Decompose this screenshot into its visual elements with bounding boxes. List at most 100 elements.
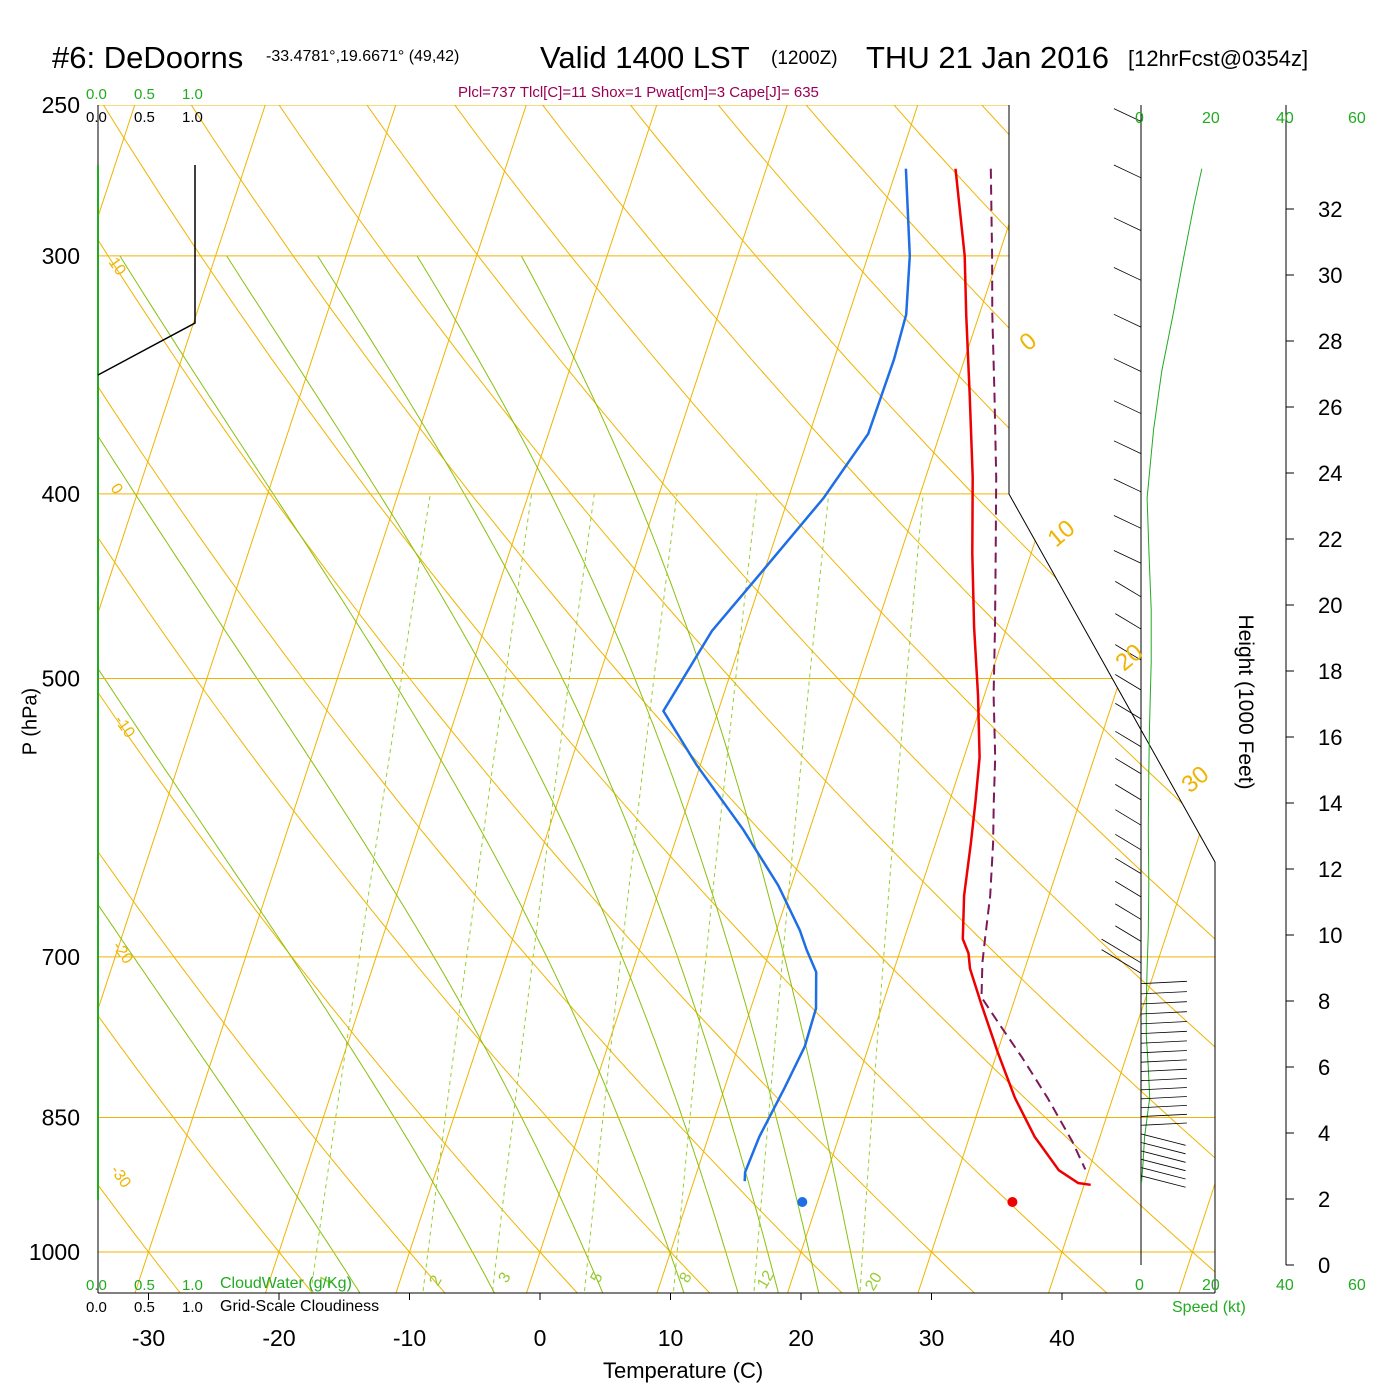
- dry-adiabat-line: [950, 105, 1215, 1293]
- height-tick-label: 12: [1318, 857, 1342, 882]
- dry-adiabat-line: [98, 105, 1016, 1293]
- isotherm-line: [122, 105, 538, 1293]
- wind-barb: [1101, 949, 1142, 974]
- dry-adiabat-line: [98, 105, 881, 1293]
- cloudiness-tick-top: 1.0: [182, 109, 203, 126]
- moist-adiabat-line: [98, 255, 619, 1293]
- isotherm-line: [252, 105, 669, 1293]
- temperature-tick-label: 10: [658, 1325, 684, 1351]
- wind-barb: [1113, 550, 1142, 564]
- wind-barb: [1140, 1105, 1187, 1109]
- temperature-tick-label: 30: [919, 1325, 945, 1351]
- isotherm-line: [383, 105, 799, 1293]
- cloudwater-tick-top: 0.5: [134, 86, 155, 103]
- mixing-ratio-line: [417, 493, 533, 1293]
- mixing-ratio-label: 20: [862, 1270, 886, 1294]
- wind-barb: [1115, 703, 1142, 720]
- speed-tick-top: 0: [1135, 110, 1144, 127]
- cloudwater-tick-top: 1.0: [182, 86, 203, 103]
- dry-adiabat-line: [98, 105, 613, 1293]
- station-coords: -33.4781°,19.6671° (49,42): [266, 48, 460, 65]
- isotherm-line: [1297, 71, 1400, 1331]
- isotherm-line: [905, 105, 1215, 1293]
- speed-tick-bottom: 20: [1202, 1277, 1220, 1294]
- cloudwater-tick-bottom: 1.0: [182, 1277, 203, 1294]
- height-tick-label: 6: [1318, 1055, 1330, 1080]
- height-tick-label: 28: [1318, 329, 1342, 354]
- cloudwater-label: CloudWater (g/Kg): [220, 1275, 352, 1292]
- dry-adiabat-label: 0: [107, 481, 126, 498]
- pressure-tick-label: 850: [42, 1105, 80, 1131]
- moist-adiabat-line: [98, 255, 384, 1293]
- isotherm-line: [1035, 105, 1215, 1293]
- cloudiness-tick-top: 0.0: [86, 109, 107, 126]
- dry-adiabat-line: [429, 105, 1215, 1293]
- mixing-ratio-line: [304, 493, 431, 1293]
- background-lines: [0, 71, 1400, 1331]
- dry-adiabat-line: [342, 105, 1215, 1293]
- wind-barb: [1115, 730, 1142, 748]
- wind-barb: [1113, 267, 1142, 281]
- utc-time: (1200Z): [771, 48, 838, 69]
- height-tick-label: 4: [1318, 1121, 1330, 1146]
- valid-time: Valid 1400 LST: [540, 40, 750, 75]
- frame-right: [1008, 105, 1216, 1293]
- pressure-tick-label: 1000: [29, 1239, 80, 1265]
- dry-adiabat-line: [255, 105, 1215, 1293]
- wind-barb: [1140, 1133, 1186, 1146]
- wind-barb: [1140, 1122, 1187, 1126]
- pressure-tick-label: 400: [42, 481, 80, 507]
- cloudiness-tick-bottom: 0.5: [134, 1299, 155, 1316]
- cloudwater-tick-bottom: 0.5: [134, 1277, 155, 1294]
- dry-adiabat-line: [516, 105, 1215, 1293]
- surface-temperature-point: [1007, 1197, 1018, 1207]
- height-tick-label: 16: [1318, 725, 1342, 750]
- mixing-ratio-line: [857, 493, 924, 1293]
- wind-barb: [1140, 1096, 1187, 1100]
- speed-tick-bottom: 60: [1348, 1277, 1366, 1294]
- wind-barb: [1140, 1142, 1186, 1155]
- dry-adiabat-label: 0: [1015, 327, 1043, 356]
- surface-dewpoint-point: [797, 1197, 808, 1207]
- temperature-line: [954, 168, 1091, 1187]
- wind-barb: [1140, 1050, 1187, 1054]
- isotherm-line: [0, 71, 15, 1331]
- cloudwater-tick-top: 0.0: [86, 86, 107, 103]
- wind-barb: [1113, 515, 1142, 529]
- isotherm-line: [774, 105, 1191, 1293]
- height-tick-label: 14: [1318, 791, 1342, 816]
- moist-adiabat-line: [416, 255, 828, 1293]
- wind-barb: [1140, 1087, 1187, 1091]
- mixing-ratio-label: 5: [588, 1270, 607, 1286]
- wind-barb: [1115, 857, 1142, 874]
- dry-adiabat-line: [98, 105, 1150, 1293]
- temperature-tick-label: 40: [1049, 1325, 1075, 1351]
- side-panels: [97, 105, 1294, 1266]
- wind-barb: [1140, 1068, 1187, 1072]
- height-tick-label: 10: [1318, 923, 1342, 948]
- mixing-ratio-line: [669, 493, 758, 1293]
- wind-barb: [1115, 613, 1142, 630]
- pressure-tick-label: 700: [42, 944, 80, 970]
- temperature-tick-label: -10: [393, 1325, 426, 1351]
- mixing-ratio-line: [579, 493, 678, 1293]
- height-tick-label: 20: [1318, 593, 1342, 618]
- temperature-tick-label: 20: [788, 1325, 814, 1351]
- wind-barb: [1115, 644, 1142, 661]
- isotherm-line: [513, 105, 930, 1293]
- isotherm-line: [98, 105, 408, 1293]
- cloudiness-label: Grid-Scale Cloudiness: [220, 1298, 380, 1315]
- wind-barb: [1113, 313, 1142, 328]
- dry-adiabat-line: [98, 105, 479, 1293]
- wind-barb: [1140, 1175, 1186, 1188]
- cloudiness-tick-top: 0.5: [134, 109, 155, 126]
- cloudiness-profile: [97, 165, 196, 376]
- parcel-path-line: [980, 168, 1087, 1170]
- isotherm-line: [1166, 105, 1215, 1293]
- height-tick-label: 30: [1318, 263, 1342, 288]
- cloudiness-tick-bottom: 1.0: [182, 1299, 203, 1316]
- temperature-tick-label: -20: [262, 1325, 295, 1351]
- mixing-ratio-line: [487, 493, 595, 1293]
- height-tick-label: 26: [1318, 395, 1342, 420]
